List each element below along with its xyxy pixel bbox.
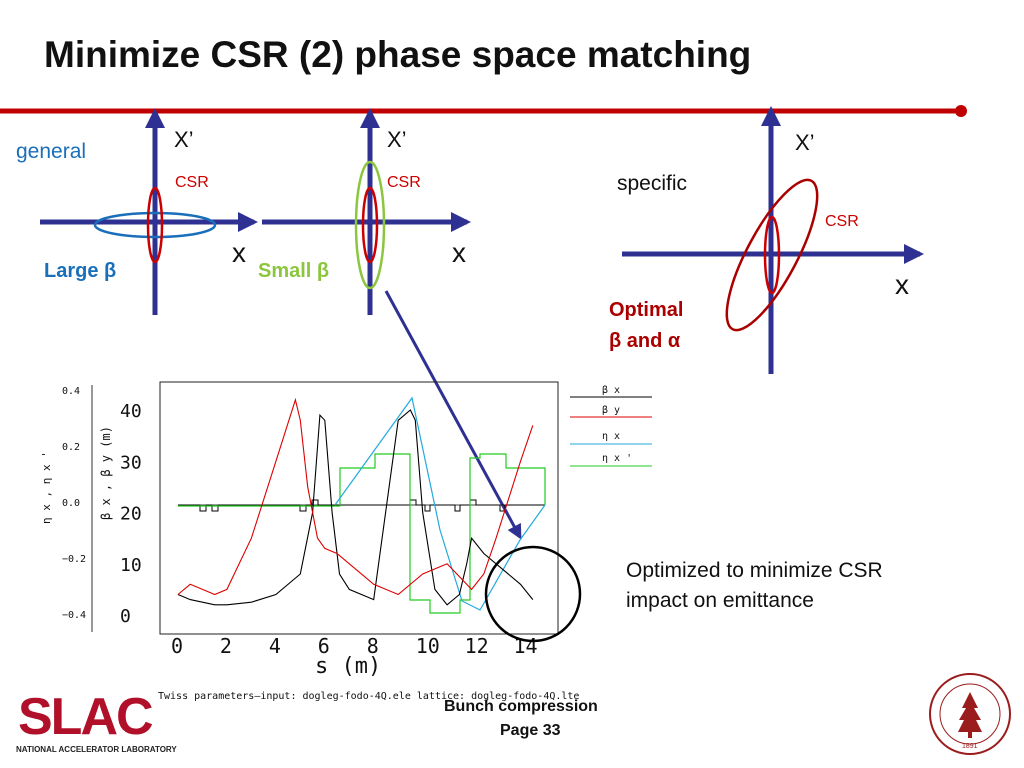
beta-axis-label: β x , β y (m) (99, 426, 113, 520)
x-tick-label: 6 (318, 634, 330, 658)
slide-title: Minimize CSR (2) phase space matching (44, 34, 752, 75)
beam-ellipse (354, 160, 386, 290)
legend-eta-xprime: η x ' (602, 453, 632, 464)
x-tick-label: 10 (416, 634, 440, 658)
caption-line-2: impact on emittance (626, 589, 814, 612)
y-tick-label: 40 (120, 401, 142, 422)
slac-wordmark: SLAC (18, 688, 153, 746)
optimal-diagram: X’ CSR x specific Optimal β and α (609, 106, 924, 374)
y-tick-label: 30 (120, 452, 142, 473)
y-tick-labels: 0 10 20 30 40 (120, 401, 142, 627)
optimal-label-2: β and α (609, 330, 681, 352)
x-tick-label: 4 (269, 634, 281, 658)
general-label: general (16, 140, 86, 163)
x-axis-label: s (m) (315, 654, 381, 679)
small-beta-label: Small β (258, 260, 329, 282)
large-beta-diagram: X’ CSR x general Large β (16, 108, 258, 315)
y-tick-label: 10 (120, 555, 142, 576)
legend-beta-y: β y (602, 405, 620, 416)
plot-footer: Twiss parameters—input: dogleg-fodo-4Q.e… (158, 691, 579, 702)
x-tick-label: 2 (220, 634, 232, 658)
beta-series (177, 397, 534, 606)
optimal-label-1: Optimal (609, 299, 683, 321)
x-label: x (452, 237, 466, 268)
eta-xprime-trace (334, 396, 546, 611)
x-label: x (895, 269, 909, 300)
pointer-arrow (384, 290, 522, 540)
seal-year: 1891 (962, 743, 978, 750)
x-tick-label: 12 (465, 634, 489, 658)
slac-subtitle: NATIONAL ACCELERATOR LABORATORY (16, 745, 177, 754)
csr-ellipse (146, 186, 164, 264)
svg-text:Twiss parameters—input: dogl: Twiss parameters—input: dogleg-fodo-4Q.e… (158, 691, 579, 702)
csr-ellipse (361, 186, 379, 264)
csr-label: CSR (387, 174, 421, 191)
series-line-1 (177, 397, 534, 596)
small-beta-diagram: X’ CSR x Small β (258, 108, 471, 315)
large-beta-label: Large β (44, 260, 116, 282)
y-tick-label: 0 (120, 606, 131, 627)
series-line-0 (177, 409, 534, 606)
page-number: Page 33 (500, 722, 561, 739)
plot-legend: β x β y η x η x ' (570, 385, 652, 467)
highlight-circle (484, 545, 582, 643)
csr-ellipse (763, 215, 781, 295)
tree-icon (958, 692, 982, 732)
eta-tick-label: −0.2 (62, 554, 86, 565)
legend-eta-x: η x (602, 431, 620, 442)
specific-label: specific (617, 172, 687, 195)
beam-ellipse (725, 178, 819, 332)
legend-beta-x: β x (602, 385, 620, 396)
xprime-label: X’ (174, 127, 194, 152)
x-tick-label: 0 (171, 634, 183, 658)
beam-ellipse (93, 211, 217, 239)
csr-label: CSR (175, 174, 209, 191)
xprime-label: X’ (795, 130, 815, 155)
lattice-elements (178, 499, 545, 512)
caption: Optimized to minimize CSR impact on emit… (626, 556, 883, 616)
slac-logo: SLAC NATIONAL ACCELERATOR LABORATORY (16, 688, 177, 754)
y-tick-label: 20 (120, 504, 142, 525)
plot-frame (159, 381, 559, 635)
eta-tick-labels: 0.4 0.2 0.0 −0.2 −0.4 (62, 386, 86, 621)
eta-tick-label: 0.4 (62, 386, 80, 397)
xprime-label: X’ (387, 127, 407, 152)
eta-axis-label: η x , η x ' (40, 451, 53, 524)
caption-line-1: Optimized to minimize CSR (626, 559, 883, 582)
stanford-seal: 1891 (929, 673, 1011, 755)
x-label: x (232, 237, 246, 268)
x-tick-label: 8 (367, 634, 379, 658)
eta-tick-label: 0.2 (62, 442, 80, 453)
eta-tick-label: −0.4 (62, 610, 86, 621)
csr-label: CSR (825, 213, 859, 230)
eta-tick-label: 0.0 (62, 498, 80, 509)
eta-x-trace (178, 453, 546, 614)
footer-topic: Bunch compression (444, 698, 598, 715)
twiss-plot: 0.4 0.2 0.0 −0.2 −0.4 η x , η x ' β x , β y … (40, 381, 652, 679)
